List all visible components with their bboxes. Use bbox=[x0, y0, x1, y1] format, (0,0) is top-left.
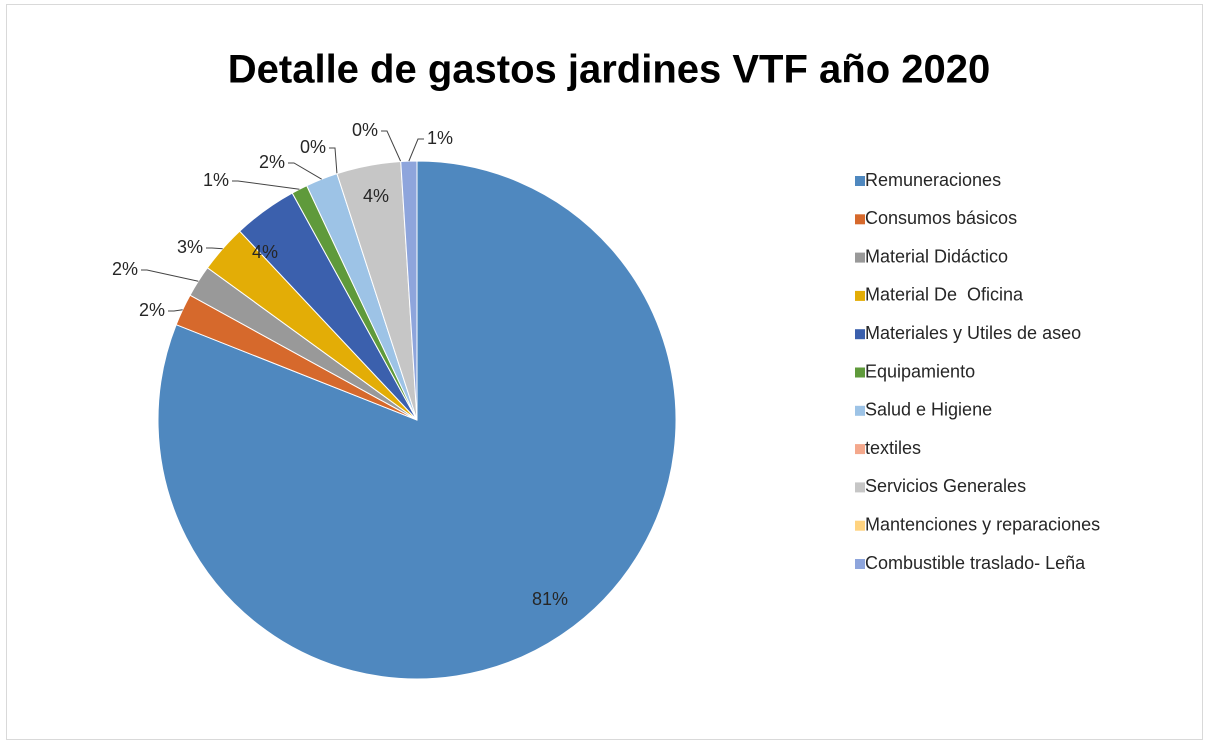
data-label: 2% bbox=[139, 300, 165, 320]
legend-swatch bbox=[855, 367, 865, 378]
legend-label: Mantenciones y reparaciones bbox=[865, 514, 1100, 534]
legend-label: Combustible traslado- Leña bbox=[865, 553, 1086, 573]
legend-swatch bbox=[855, 214, 865, 225]
legend-label: Material De Oficina bbox=[865, 285, 1024, 305]
chart-title: Detalle de gastos jardines VTF año 2020 bbox=[228, 48, 991, 92]
legend-swatch bbox=[855, 559, 865, 569]
legend-label: Materiales y Utiles de aseo bbox=[865, 323, 1081, 343]
leader-line bbox=[168, 309, 183, 312]
legend-label: Salud e Higiene bbox=[865, 400, 992, 420]
data-label: 0% bbox=[352, 120, 378, 140]
data-label: 0% bbox=[300, 137, 326, 157]
legend-swatch bbox=[855, 405, 865, 416]
legend-label: Equipamiento bbox=[865, 361, 975, 381]
leader-line bbox=[206, 247, 223, 250]
leader-line bbox=[381, 130, 402, 162]
leader-line bbox=[288, 162, 322, 180]
data-label: 3% bbox=[177, 237, 203, 257]
legend-label: Remuneraciones bbox=[865, 170, 1001, 190]
legend-swatch bbox=[855, 329, 865, 340]
legend-label: Servicios Generales bbox=[865, 476, 1026, 496]
legend-swatch bbox=[855, 520, 865, 531]
leader-line bbox=[141, 269, 199, 282]
leader-line bbox=[329, 147, 338, 174]
legend-label: Consumos básicos bbox=[865, 208, 1017, 228]
data-label: 4% bbox=[363, 186, 389, 206]
data-label: 1% bbox=[203, 170, 229, 190]
legend-swatch bbox=[855, 252, 865, 263]
legend-swatch bbox=[855, 290, 865, 301]
legend-swatch bbox=[855, 444, 865, 455]
legend-label: textiles bbox=[865, 438, 921, 458]
leader-line bbox=[232, 180, 300, 190]
data-label: 2% bbox=[112, 259, 138, 279]
data-label: 2% bbox=[259, 152, 285, 172]
legend-swatch bbox=[855, 482, 865, 493]
data-label: 4% bbox=[252, 242, 278, 262]
data-label: 81% bbox=[532, 589, 568, 609]
leader-line bbox=[408, 138, 424, 162]
legend-label: Material Didáctico bbox=[865, 246, 1008, 266]
legend-swatch bbox=[855, 176, 865, 186]
pie-slice bbox=[400, 160, 418, 421]
data-label: 1% bbox=[427, 128, 453, 148]
